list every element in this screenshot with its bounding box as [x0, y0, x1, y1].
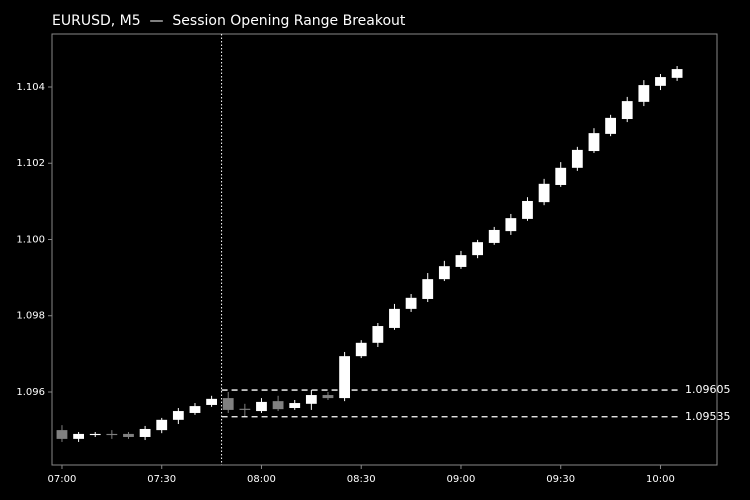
- plot-frame: [51, 33, 718, 466]
- candle-body: [655, 77, 666, 86]
- candle-body: [156, 419, 168, 431]
- candle-body: [289, 403, 301, 409]
- x-tick-label: 08:00: [247, 474, 276, 485]
- y-tick-label: 1.098: [16, 311, 45, 322]
- range-level-label: 1.09535: [685, 410, 731, 423]
- candle-body: [106, 433, 118, 436]
- candle-body: [73, 433, 85, 439]
- x-tick-label: 10:00: [646, 474, 675, 485]
- x-tick-label: 07:00: [48, 474, 77, 485]
- candle-body: [222, 398, 234, 410]
- candle-body: [89, 433, 101, 436]
- chart-title: EURUSD, M5 — Session Opening Range Break…: [52, 13, 406, 29]
- candle-body: [588, 133, 600, 152]
- candle-body: [256, 401, 267, 412]
- candle-body: [555, 167, 567, 185]
- candle-body: [372, 326, 384, 343]
- x-tick-label: 09:30: [546, 474, 575, 485]
- candle-body: [571, 149, 583, 168]
- candle-body: [355, 342, 367, 357]
- candle-body: [438, 266, 450, 280]
- y-tick-label: 1.104: [16, 82, 45, 93]
- candle-body: [389, 308, 400, 328]
- candle-body: [123, 433, 134, 437]
- y-tick-label: 1.100: [16, 234, 45, 245]
- candle-body: [522, 200, 533, 219]
- candle-body: [172, 411, 184, 420]
- candle-body: [139, 428, 151, 437]
- candle-body: [488, 229, 500, 243]
- candle-body: [56, 430, 68, 439]
- candle-body: [505, 218, 517, 232]
- candle-body: [455, 255, 467, 267]
- candle-body: [538, 183, 550, 203]
- candle-body: [206, 398, 218, 405]
- candle-body: [638, 85, 650, 102]
- y-tick-label: 1.102: [16, 158, 45, 169]
- candle-body: [605, 117, 617, 134]
- candle-body: [189, 406, 201, 413]
- range-level-label: 1.09605: [685, 383, 731, 396]
- y-tick-label: 1.096: [16, 387, 45, 398]
- candle-body: [621, 101, 633, 120]
- candle-body: [339, 356, 351, 399]
- candle-body: [239, 408, 251, 410]
- candle-body: [405, 297, 417, 309]
- candle-body: [422, 279, 434, 299]
- candle-body: [305, 395, 317, 404]
- x-tick-label: 07:30: [147, 474, 176, 485]
- x-tick-label: 08:30: [347, 474, 376, 485]
- candle-body: [671, 69, 683, 78]
- candle-body: [472, 242, 484, 256]
- candle-body: [272, 401, 284, 410]
- x-tick-label: 09:00: [447, 474, 476, 485]
- candle-body: [322, 395, 334, 399]
